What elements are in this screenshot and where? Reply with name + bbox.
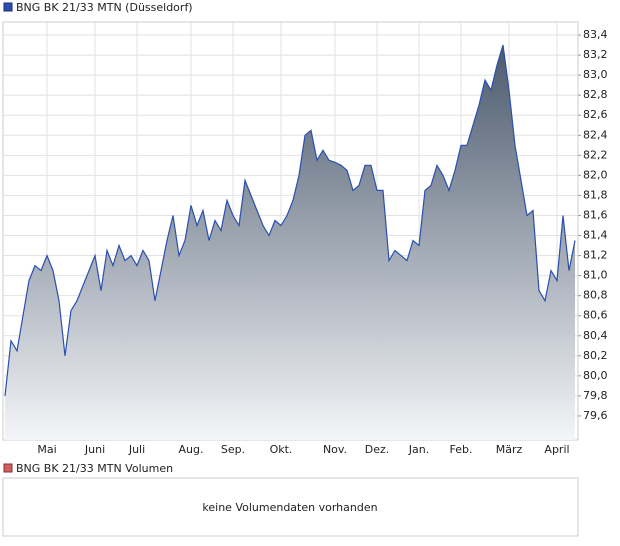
volume-panel [2,477,579,537]
x-tick-label: Feb. [450,443,473,456]
x-tick-label: Aug. [179,443,204,456]
x-tick-label: Juli [128,443,145,456]
y-tick-label: 81,2 [583,249,608,262]
y-tick-label: 83,2 [583,48,608,61]
y-tick-label: 83,4 [583,28,608,41]
y-tick-label: 81,8 [583,188,608,201]
y-tick-label: 79,8 [583,389,608,402]
y-tick-label: 82,0 [583,168,608,181]
x-tick-label: April [544,443,569,456]
y-tick-label: 82,4 [583,128,608,141]
y-tick-label: 81,4 [583,229,608,242]
x-tick-label: Dez. [365,443,390,456]
y-tick-label: 82,8 [583,88,608,101]
x-tick-label: Mai [37,443,56,456]
y-tick-label: 79,6 [583,409,608,422]
x-tick-label: März [496,443,523,456]
x-tick-label: Okt. [270,443,293,456]
y-tick-label: 80,4 [583,329,608,342]
volume-legend: BNG BK 21/33 MTN Volumen [16,462,173,475]
y-tick-label: 81,6 [583,208,608,221]
y-tick-label: 83,0 [583,68,608,81]
y-tick-label: 82,2 [583,148,608,161]
y-tick-label: 80,8 [583,289,608,302]
x-tick-label: Nov. [323,443,347,456]
y-tick-label: 80,0 [583,369,608,382]
x-tick-label: Juni [84,443,105,456]
y-tick-label: 82,6 [583,108,608,121]
y-tick-label: 81,0 [583,269,608,282]
y-tick-label: 80,6 [583,309,608,322]
volume-message: keine Volumendaten vorhanden [202,501,377,514]
x-tick-label: Jan. [408,443,429,456]
legend-swatch [3,463,13,473]
y-tick-label: 80,2 [583,349,608,362]
area-fill [5,45,575,440]
legend-swatch [3,2,13,12]
x-tick-label: Sep. [221,443,245,456]
legend-label: BNG BK 21/33 MTN (Düsseldorf) [16,1,193,14]
price-line [4,44,576,396]
